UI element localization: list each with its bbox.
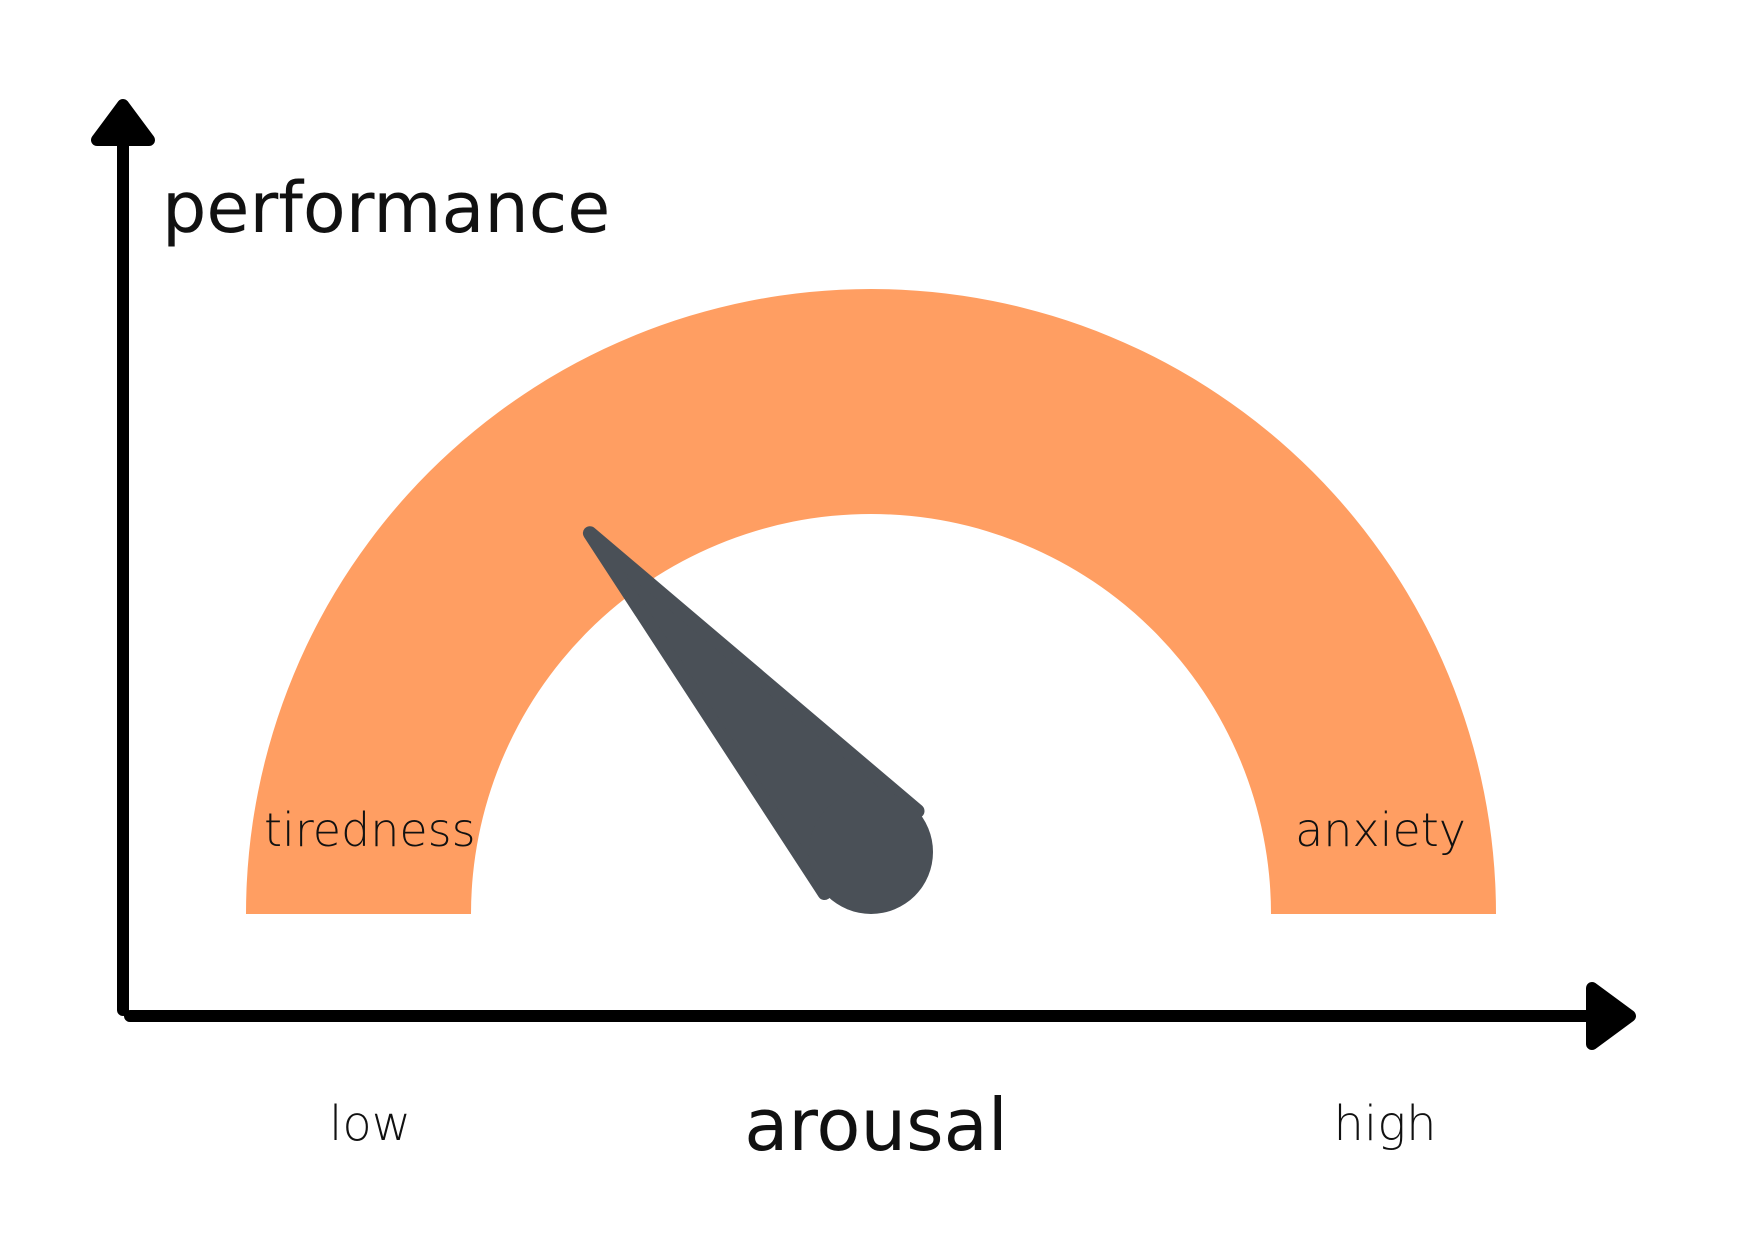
needle-hub — [809, 790, 933, 914]
zone-label-tiredness: tiredness — [264, 803, 476, 857]
zone-label-anxiety: anxiety — [1295, 803, 1466, 857]
y-axis-arrowhead — [91, 99, 155, 146]
x-axis-high-label: high — [1334, 1096, 1437, 1152]
x-axis-low-label: low — [329, 1096, 411, 1152]
gauge-arc — [246, 289, 1496, 914]
x-axis-label: arousal — [744, 1083, 1007, 1167]
x-axis-arrowhead — [1586, 982, 1636, 1050]
gauge-needle — [582, 526, 933, 914]
y-axis-label: performance — [162, 167, 610, 249]
